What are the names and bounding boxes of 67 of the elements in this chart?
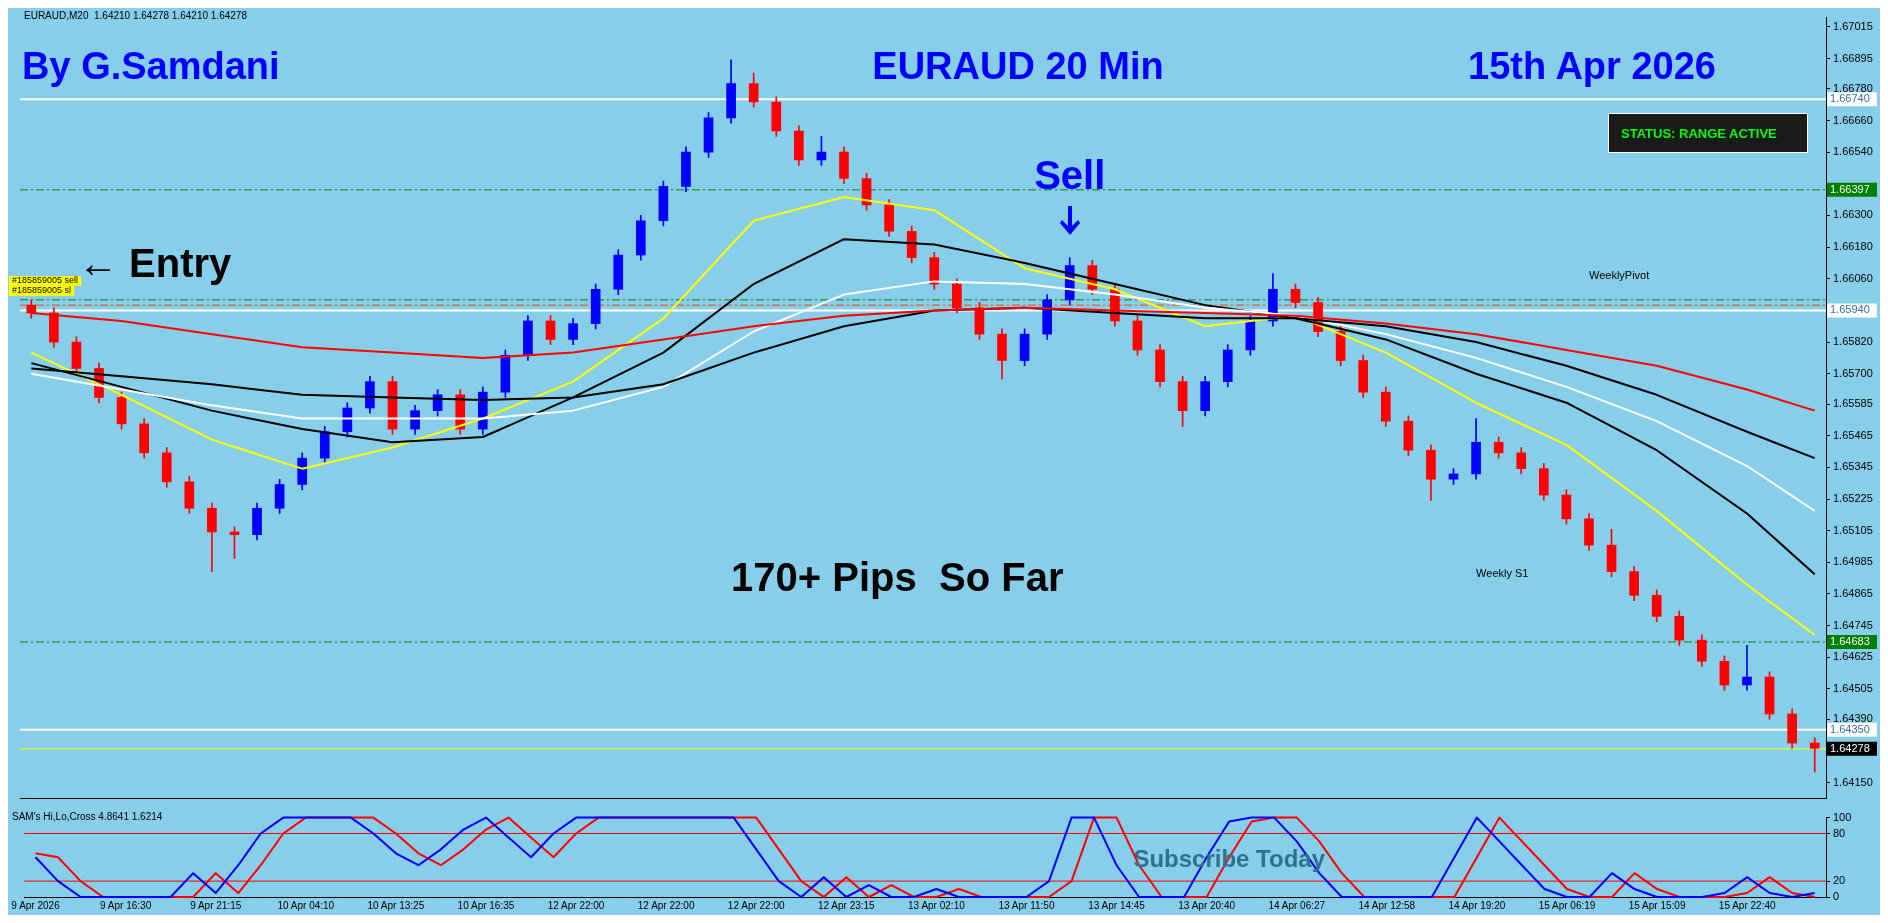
ref-line-label: 1.64683 (1830, 635, 1870, 648)
y-tick-label: 1.64985 (1833, 555, 1873, 568)
annotation: ← Entry (78, 241, 233, 286)
x-tick-label: 12 Apr 22:00 (637, 899, 695, 911)
status-panel: STATUS: RANGE ACTIVE (1608, 113, 1808, 153)
x-tick-label: 13 Apr 02:10 (908, 899, 966, 911)
y-tick-label: 1.66780 (1833, 81, 1873, 94)
y-tick-label: 1.65820 (1833, 335, 1873, 348)
y-tick-label: 1.66895 (1833, 51, 1873, 64)
y-tick-label: 20 (1833, 874, 1846, 887)
ref-line-label: 1.65940 (1830, 303, 1870, 316)
y-tick-label: 1.65345 (1833, 460, 1873, 473)
annotation: #185859005 sl (12, 284, 72, 295)
x-tick-label: 10 Apr 04:10 (277, 899, 335, 911)
y-tick-label: 1.66660 (1833, 113, 1873, 126)
annotation: EURAUD,M20 1.64210 1.64278 1.64210 1.64278 (24, 9, 248, 21)
x-tick-label: 10 Apr 16:35 (457, 899, 515, 911)
x-tick-label: 15 Apr 15:09 (1628, 899, 1686, 911)
x-tick-label: 10 Apr 13:25 (367, 899, 425, 911)
y-tick-label: 1.64505 (1833, 681, 1873, 694)
y-tick-label: 1.64745 (1833, 618, 1873, 631)
y-tick-label: 1.65225 (1833, 492, 1873, 505)
text: 15th Apr 2026 (1468, 45, 1716, 88)
candlestick (1809, 737, 1820, 773)
y-tick-label: 1.66060 (1833, 271, 1873, 284)
x-tick-label: 13 Apr 14:45 (1088, 899, 1146, 911)
annotation: 170+ Pips So Far (731, 555, 1064, 600)
x-tick-label: 15 Apr 06:19 (1538, 899, 1596, 911)
x-tick-label: 12 Apr 22:00 (547, 899, 605, 911)
y-tick-label: 0 (1833, 890, 1840, 903)
x-tick-label: 9 Apr 21:15 (190, 899, 242, 911)
x-tick-label: 14 Apr 19:20 (1448, 899, 1506, 911)
x-tick-label: 15 Apr 22:40 (1718, 899, 1776, 911)
y-tick-label: 1.64625 (1833, 650, 1873, 663)
x-tick-label: 12 Apr 22:00 (727, 899, 786, 911)
ref-line-label: 1.66397 (1830, 182, 1870, 195)
y-tick-label: 1.66300 (1833, 208, 1873, 221)
x-tick-label: 13 Apr 11:50 (998, 899, 1055, 911)
y-tick-label: 1.64390 (1833, 712, 1873, 725)
y-tick-label: 1.65700 (1833, 366, 1873, 379)
ref-line-label: 1.64350 (1830, 722, 1870, 735)
y-tick-label: 1.65105 (1833, 523, 1873, 536)
y-tick-label: 100 (1833, 810, 1852, 823)
x-tick-label: 12 Apr 23:15 (817, 899, 876, 911)
x-tick-label: 9 Apr 16:30 (100, 899, 152, 911)
x-tick-label: 14 Apr 12:58 (1358, 899, 1416, 911)
annotation: WeeklyPivot (1588, 268, 1650, 281)
annotation: Weekly S1 (1476, 566, 1529, 579)
y-tick-label: 1.64150 (1833, 775, 1873, 788)
annotation: By G.Samdani (22, 45, 280, 88)
y-tick-label: 1.67015 (1833, 19, 1873, 32)
y-tick-label: 1.66540 (1833, 145, 1873, 158)
x-tick-label: 9 Apr 2026 (11, 899, 61, 911)
text: EURAUD 20 Min (872, 45, 1164, 88)
x-tick-label: 13 Apr 20:40 (1178, 899, 1236, 911)
chart-title: SAM's Hi,Lo,Cross 4.8641 1.6214 (12, 810, 163, 822)
y-tick-label: 1.65585 (1833, 397, 1873, 410)
x-tick-label: 14 Apr 06:27 (1268, 899, 1326, 911)
y-tick-label: 1.64865 (1833, 587, 1873, 599)
ref-line-label: 1.64278 (1830, 741, 1870, 754)
annotation: Sell (1034, 153, 1106, 198)
y-tick-label: 80 (1833, 826, 1846, 839)
y-tick-label: 1.66180 (1833, 240, 1873, 253)
annotation: #185859005 sell (12, 274, 79, 285)
ref-line-label: 1.66740 (1830, 92, 1870, 105)
y-tick-label: 1.65465 (1833, 428, 1873, 441)
candlestick (1742, 645, 1752, 691)
